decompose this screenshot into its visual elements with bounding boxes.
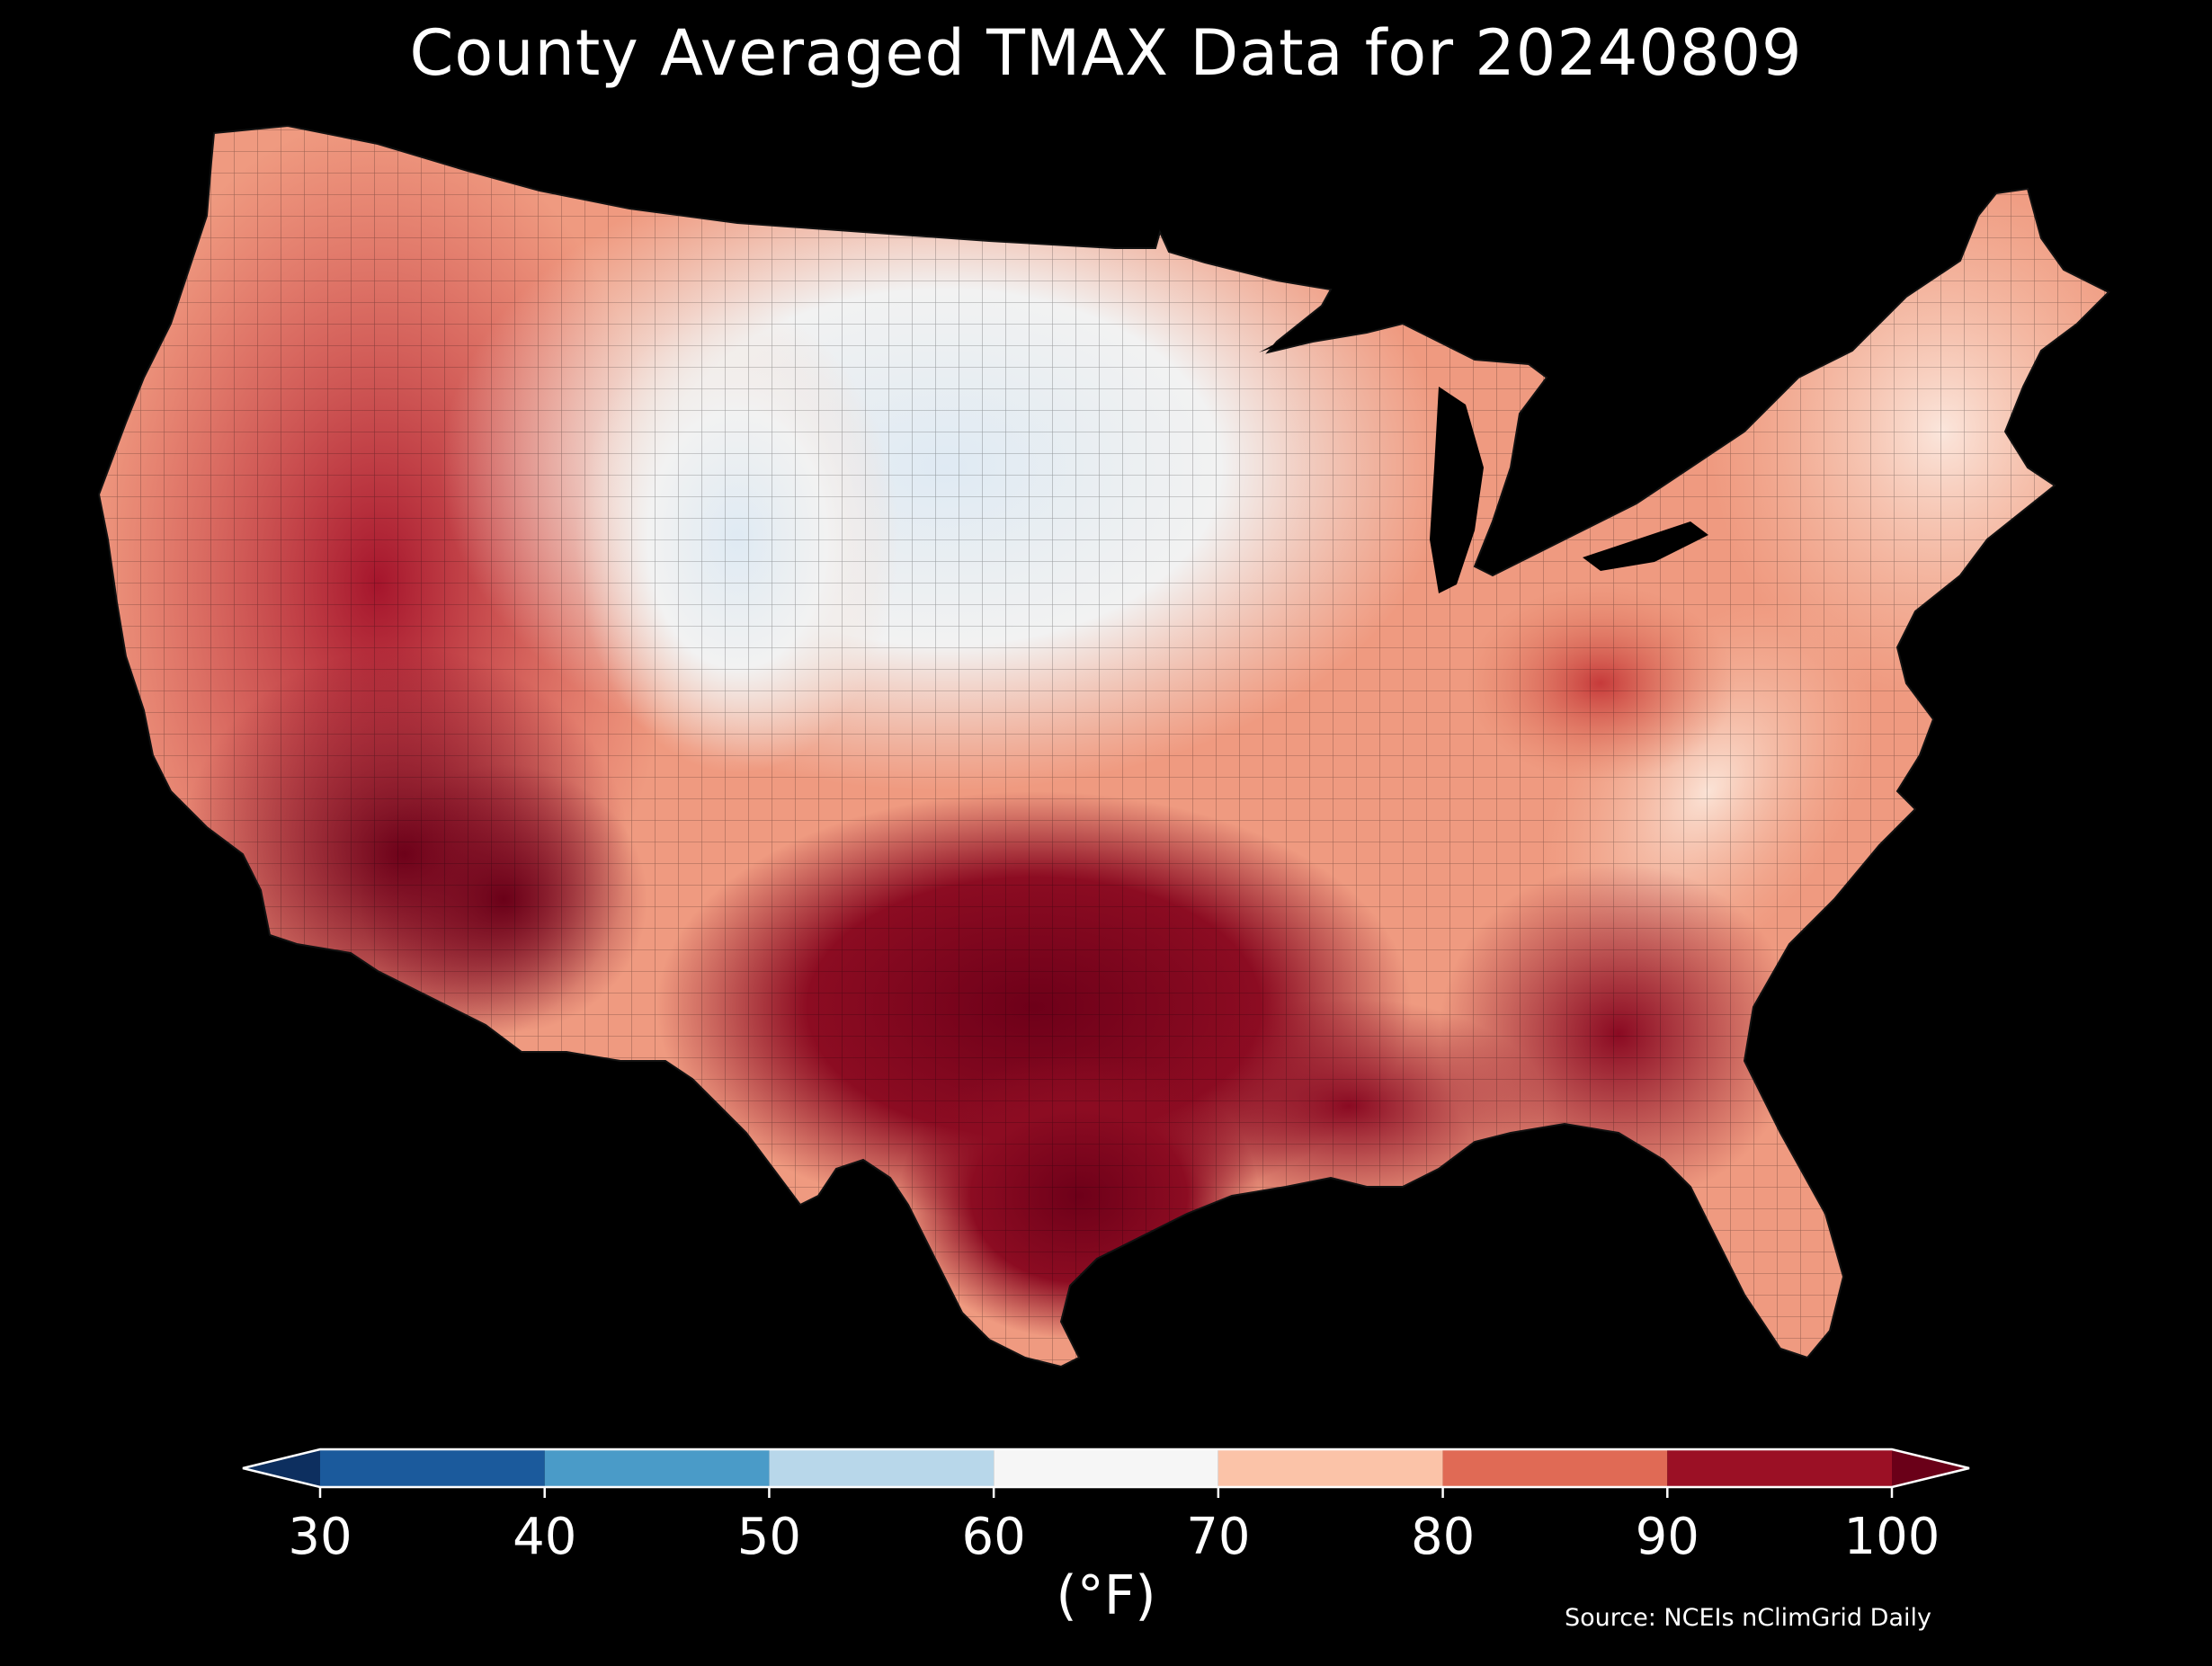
colorbar-tick-label: 80 [1411, 1508, 1475, 1566]
colorbar-bin-30-40 [320, 1449, 545, 1487]
colorbar-tick-label: 100 [1844, 1508, 1940, 1566]
colorbar-tick-label: 40 [513, 1508, 576, 1566]
colorbar-bin-90-100 [1667, 1449, 1892, 1487]
colorbar-extend-low [243, 1449, 320, 1487]
us-county-map [98, 125, 2109, 1368]
colorbar-bin-80-90 [1442, 1449, 1668, 1487]
colorbar-tick-label: 90 [1636, 1508, 1699, 1566]
colorbar-tick-label: 70 [1186, 1508, 1250, 1566]
colorbar-tick-label: 50 [737, 1508, 801, 1566]
great-lakes [1259, 297, 1708, 593]
colorbar-extend-high [1892, 1449, 1969, 1487]
colorbar-bin-40-50 [544, 1449, 770, 1487]
colorbar-bin-50-60 [769, 1449, 995, 1487]
colorbar-unit-label: (°F) [1056, 1564, 1156, 1627]
map-title: County Averaged TMAX Data for 20240809 [409, 16, 1803, 90]
colorbar-tick-label: 30 [288, 1508, 352, 1566]
colorbar-bin-70-80 [1217, 1449, 1443, 1487]
colorbar-tick-label: 60 [962, 1508, 1026, 1566]
source-credit: Source: NCEIs nClimGrid Daily [1565, 1604, 1931, 1632]
colorbar-bin-60-70 [994, 1449, 1218, 1487]
